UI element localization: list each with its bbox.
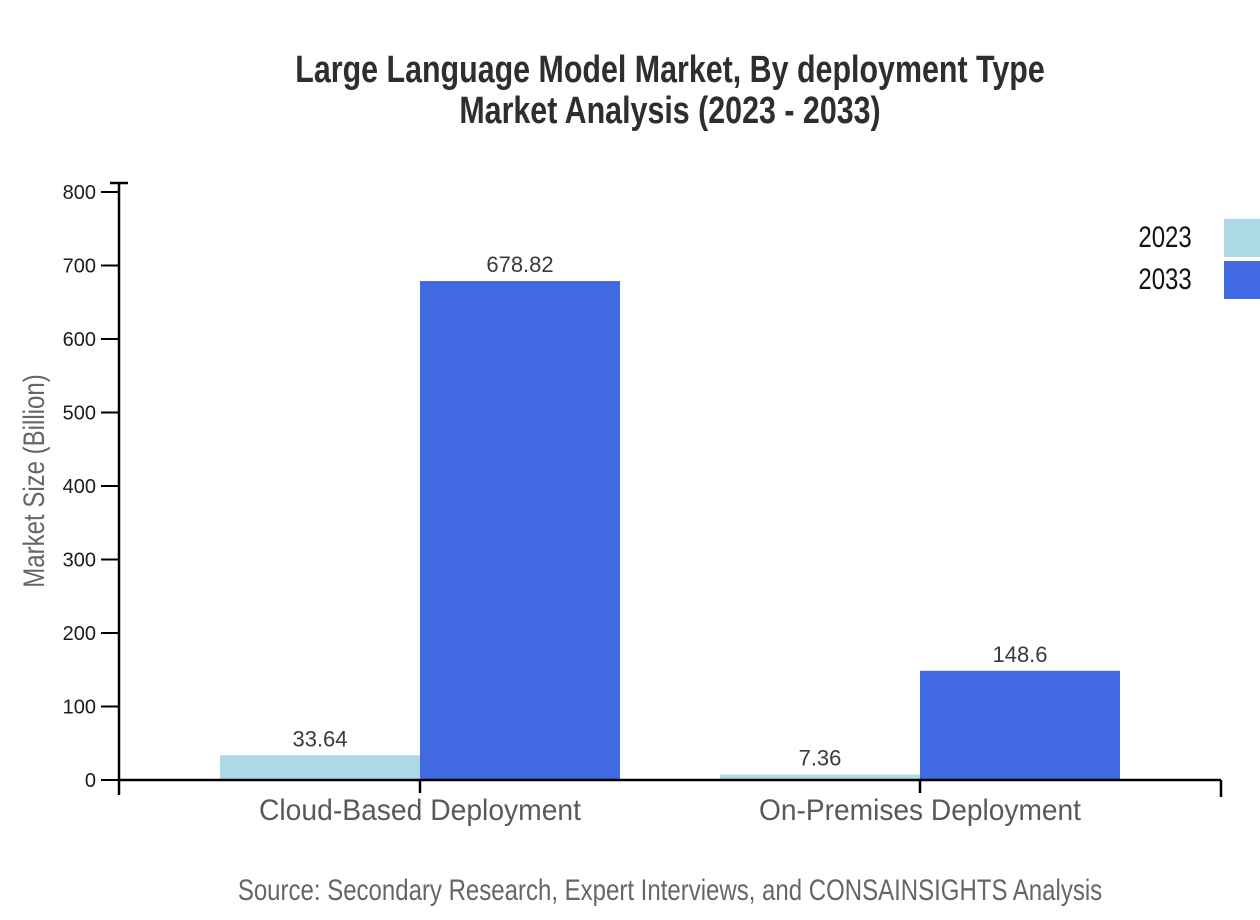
- bar-2023-1: [720, 774, 920, 780]
- legend-label-2023: 2023: [1138, 221, 1192, 254]
- chart-title-line1: Large Language Model Market, By deployme…: [295, 49, 1045, 91]
- y-tick-label: 200: [63, 623, 96, 645]
- source-note: Source: Secondary Research, Expert Inter…: [237, 874, 1103, 907]
- legend-swatch-2033: [1224, 261, 1260, 299]
- category-label: On-Premises Deployment: [759, 794, 1082, 827]
- y-tick-label: 0: [85, 770, 96, 792]
- bar-value-label: 148.6: [992, 642, 1047, 667]
- bar-value-label: 7.36: [799, 746, 842, 771]
- y-tick-label: 600: [63, 329, 96, 351]
- category-label: Cloud-Based Deployment: [259, 794, 582, 827]
- bar-2023-0: [220, 755, 420, 780]
- y-tick-label: 100: [63, 697, 96, 719]
- legend-item-2023: 2023: [1125, 219, 1260, 257]
- bar-value-label: 678.82: [486, 252, 553, 277]
- bar-value-label: 33.64: [292, 726, 347, 751]
- y-tick-label: 400: [63, 476, 96, 498]
- y-tick-label: 500: [63, 403, 96, 425]
- legend-label-2033: 2033: [1138, 263, 1192, 296]
- bar-2033-0: [420, 281, 620, 780]
- legend-item-2033: 2033: [1125, 261, 1260, 299]
- legend: 2023 2033: [1125, 219, 1260, 299]
- y-tick-label: 700: [63, 256, 96, 278]
- legend-swatch-2023: [1224, 219, 1260, 257]
- chart-title: Large Language Model Market, By deployme…: [198, 50, 1142, 132]
- y-tick-label: 300: [63, 550, 96, 572]
- y-tick-label: 800: [63, 182, 96, 204]
- bar-2033-1: [920, 670, 1120, 780]
- chart-title-line2: Market Analysis (2023 - 2033): [459, 90, 881, 132]
